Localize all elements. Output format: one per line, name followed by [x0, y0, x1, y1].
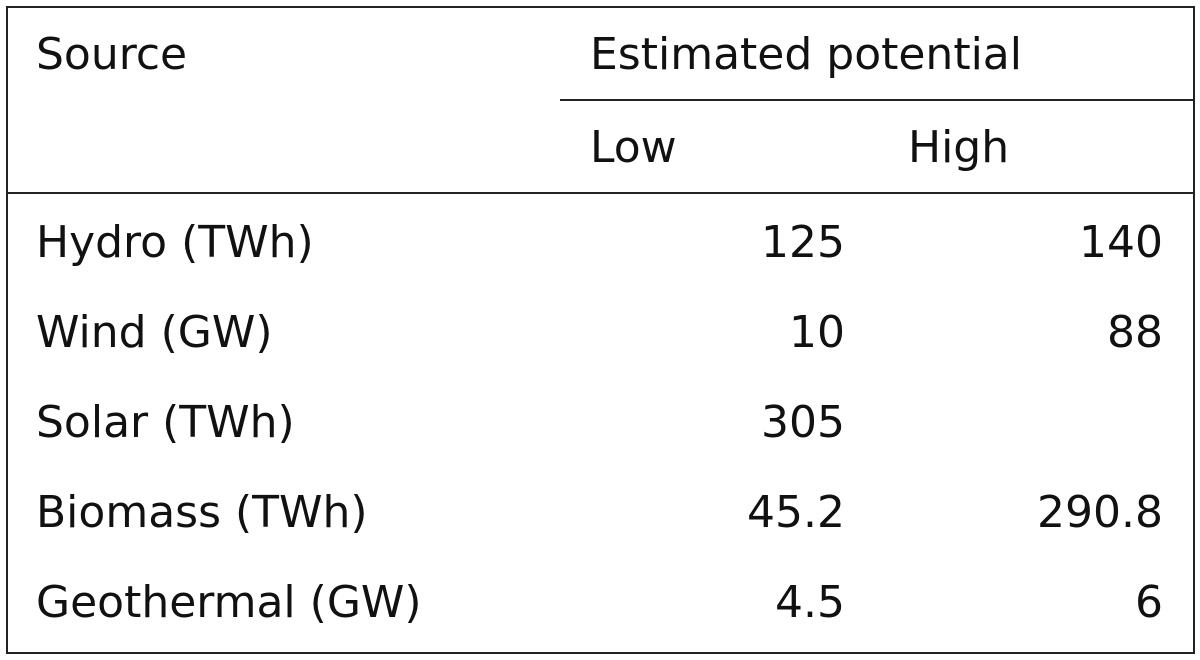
cell-value: 305 [761, 397, 845, 448]
row-label: Solar (TWh) [36, 397, 295, 448]
group-rule [560, 99, 1193, 101]
cell-value: 4.5 [775, 577, 845, 628]
row-label: Wind (GW) [36, 307, 273, 358]
source-header: Source [36, 29, 188, 80]
cell-value: 290.8 [1037, 487, 1163, 538]
table-frame [6, 6, 1195, 654]
row-label: Hydro (TWh) [36, 217, 314, 268]
cell-value: 45.2 [747, 487, 845, 538]
cell-value: 140 [1079, 217, 1163, 268]
group-header: Estimated potential [590, 29, 1022, 80]
cell-value: 6 [1135, 577, 1163, 628]
column-header: High [908, 122, 1010, 173]
cell-value: 125 [761, 217, 845, 268]
row-label: Geothermal (GW) [36, 577, 422, 628]
header-rule [6, 192, 1193, 194]
cell-value: 10 [789, 307, 845, 358]
column-header: Low [590, 122, 677, 173]
row-label: Biomass (TWh) [36, 487, 368, 538]
cell-value: 88 [1107, 307, 1163, 358]
